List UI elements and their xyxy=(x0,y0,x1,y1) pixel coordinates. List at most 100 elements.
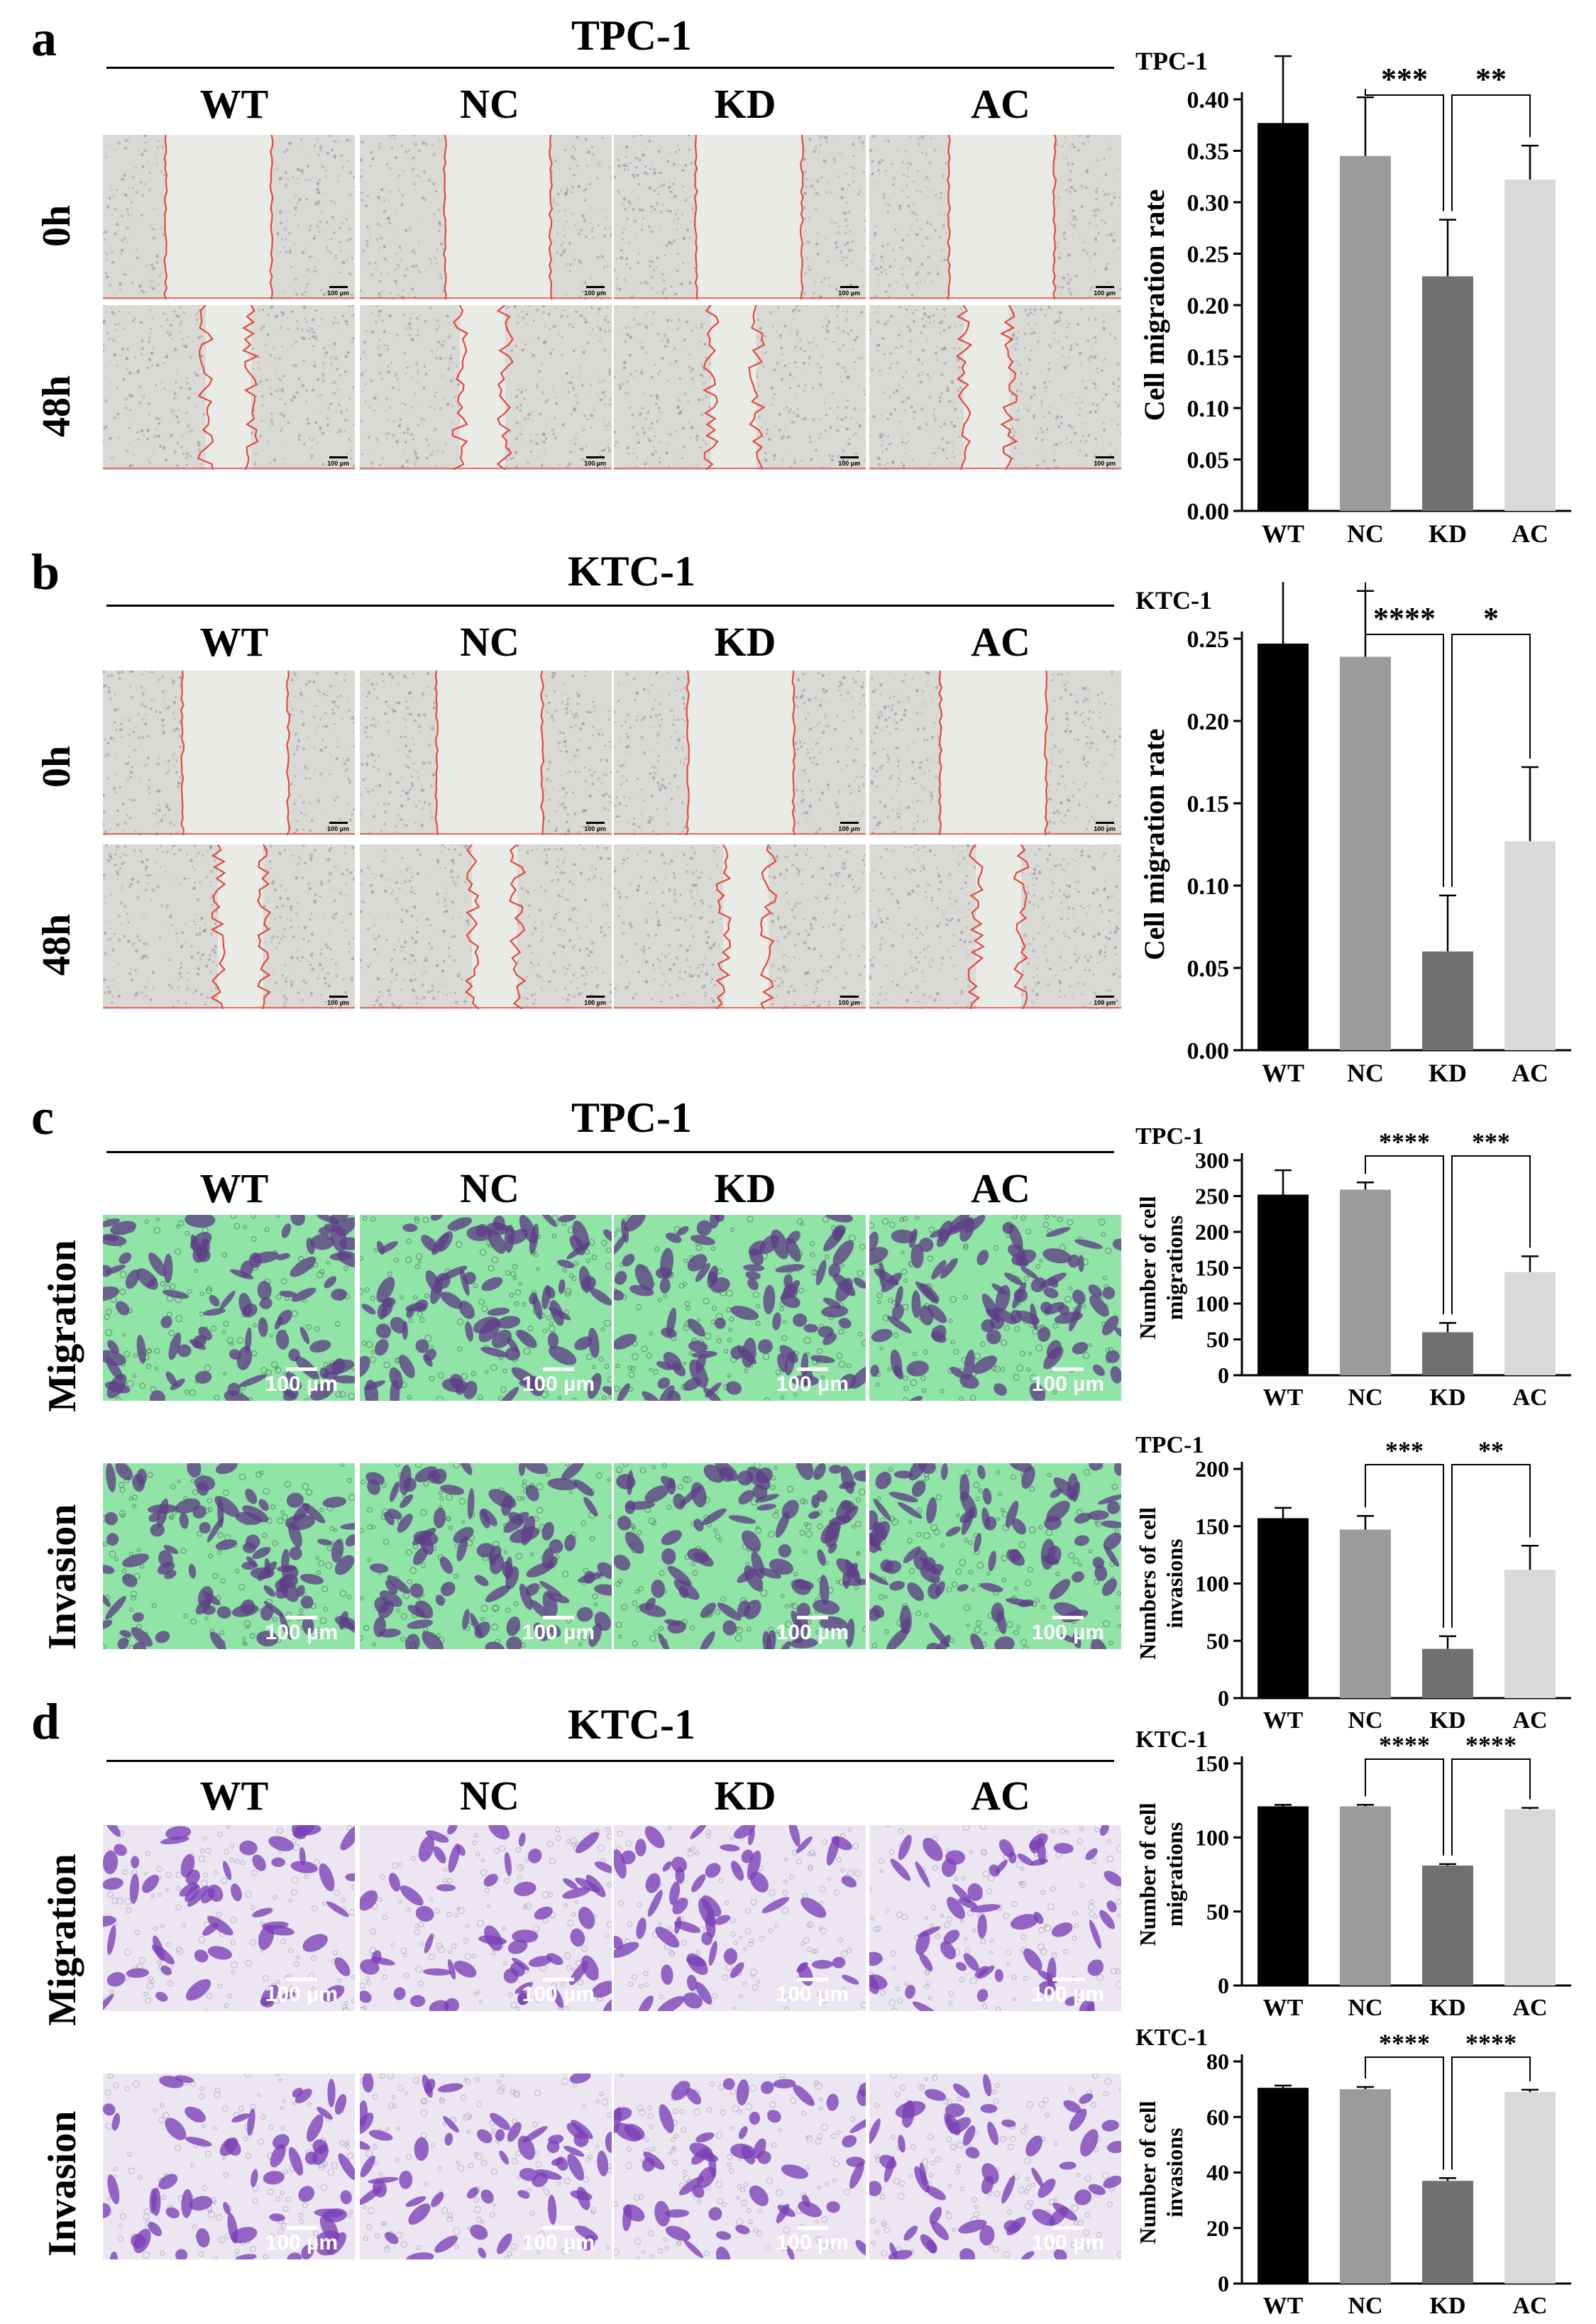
panel-a-col-wt: WT xyxy=(106,84,362,125)
d-invasion-ac-image: 100 µm xyxy=(869,2074,1121,2259)
b-48h-nc-image: 100 µm xyxy=(360,844,612,1009)
chart-d2-ylabel: Number of cell xyxy=(1135,2100,1160,2244)
y-tick-label: 100 xyxy=(1195,1291,1229,1316)
y-tick-label: 0.20 xyxy=(1187,293,1230,319)
y-tick-label: 0.30 xyxy=(1187,190,1230,216)
d-invasion-nc-image: 100 µm xyxy=(360,2074,612,2259)
scale-bar-label: 100 µm xyxy=(522,1983,595,2007)
x-label-wt: WT xyxy=(1263,2293,1304,2319)
y-tick-label: 150 xyxy=(1195,1255,1229,1281)
x-label-nc: NC xyxy=(1348,2293,1382,2319)
panel-c-row-migration: Migration xyxy=(43,1240,82,1412)
scale-bar-label: 100 µm xyxy=(838,460,860,467)
scale-bar-label: 100 µm xyxy=(265,1372,338,1397)
panel-b-rule xyxy=(106,605,1114,607)
panel-d-col-nc: NC xyxy=(362,1775,617,1817)
panel-b-row-0h: 0h xyxy=(37,746,77,788)
significance-stars: *** xyxy=(1381,62,1428,97)
significance-stars: ** xyxy=(1475,62,1507,97)
x-label-wt: WT xyxy=(1263,1995,1304,2021)
bar-nc xyxy=(1340,1530,1391,1698)
significance-stars: **** xyxy=(1379,1128,1430,1156)
scale-bar: 100 µm xyxy=(327,456,349,467)
x-label-kd: KD xyxy=(1430,1384,1466,1411)
d-invasion-wt-image: 100 µm xyxy=(103,2074,355,2259)
y-tick-label: 100 xyxy=(1195,1825,1229,1851)
scale-bar-label: 100 µm xyxy=(1094,825,1116,832)
y-tick-label: 100 xyxy=(1195,1571,1229,1597)
panel-a-row-48h: 48h xyxy=(37,375,77,437)
scale-bar: 100 µm xyxy=(522,1367,595,1397)
b-48h-wt-image: 100 µm xyxy=(103,844,355,1009)
a-48h-ac-image: 100 µm xyxy=(869,305,1121,470)
chart-c2-ylabel: Numbers of cell xyxy=(1135,1507,1160,1660)
scale-bar: 100 µm xyxy=(1094,456,1116,467)
bar-nc xyxy=(1340,1807,1391,1986)
panel-a-col-nc: NC xyxy=(362,84,617,125)
chart-c2-ylabel: invasions xyxy=(1162,1538,1187,1628)
scale-bar: 100 µm xyxy=(584,996,606,1006)
scale-bar: 100 µm xyxy=(776,1367,849,1397)
x-label-kd: KD xyxy=(1430,1995,1466,2021)
bar-wt xyxy=(1257,644,1309,1050)
panel-c-title: TPC-1 xyxy=(525,1096,738,1139)
panel-a-title: TPC-1 xyxy=(525,14,738,57)
chart-b-title: KTC-1 xyxy=(1135,586,1212,615)
scale-bar: 100 µm xyxy=(265,1367,338,1397)
x-label-ac: AC xyxy=(1512,2293,1547,2319)
chart-a-ylabel: Cell migration rate xyxy=(1138,189,1170,422)
d-migration-wt-image: 100 µm xyxy=(103,1825,355,2011)
y-tick-label: 40 xyxy=(1206,2160,1229,2186)
scale-bar: 100 µm xyxy=(1094,996,1116,1006)
scale-bar-label: 100 µm xyxy=(838,999,860,1006)
y-tick-label: 50 xyxy=(1206,1899,1229,1924)
y-tick-label: 0.25 xyxy=(1187,627,1230,653)
panel-c-col-nc: NC xyxy=(362,1168,617,1209)
scale-bar-label: 100 µm xyxy=(1032,2231,1104,2255)
scale-bar-label: 100 µm xyxy=(1094,290,1116,297)
scale-bar-label: 100 µm xyxy=(265,2231,338,2255)
scale-bar-label: 100 µm xyxy=(1032,1621,1104,1645)
bar-kd xyxy=(1422,952,1473,1050)
c-migration-kd-image: 100 µm xyxy=(614,1215,866,1401)
panel-b-col-nc: NC xyxy=(362,622,617,663)
panel-c-row-invasion: Invasion xyxy=(43,1504,82,1650)
x-label-ac: AC xyxy=(1512,1059,1548,1087)
bar-ac xyxy=(1504,1570,1556,1698)
chart-d2-ylabel: invasions xyxy=(1162,2127,1187,2217)
x-label-kd: KD xyxy=(1429,519,1467,548)
scale-bar: 100 µm xyxy=(1094,822,1116,832)
d-migration-ac-image: 100 µm xyxy=(869,1825,1121,2011)
a-0h-ac-image: 100 µm xyxy=(869,135,1121,299)
panel-d-label: d xyxy=(31,1696,60,1747)
scale-bar-label: 100 µm xyxy=(327,290,349,297)
scale-bar-label: 100 µm xyxy=(776,1372,849,1397)
significance-stars: **** xyxy=(1465,2029,1517,2057)
scale-bar-label: 100 µm xyxy=(838,825,860,832)
bar-wt xyxy=(1257,1518,1309,1698)
y-tick-label: 0 xyxy=(1218,1362,1229,1388)
scale-bar-label: 100 µm xyxy=(776,1983,849,2007)
y-tick-label: 200 xyxy=(1195,1219,1229,1245)
y-tick-label: 0.25 xyxy=(1187,241,1230,268)
y-tick-label: 200 xyxy=(1195,1456,1229,1482)
scale-bar-label: 100 µm xyxy=(584,825,606,832)
c-migration-ac-image: 100 µm xyxy=(869,1215,1121,1401)
scale-bar-label: 100 µm xyxy=(522,1372,595,1397)
bar-nc xyxy=(1340,2089,1391,2284)
y-tick-label: 50 xyxy=(1206,1628,1229,1653)
scale-bar: 100 µm xyxy=(1032,1616,1104,1645)
scale-bar: 100 µm xyxy=(265,2226,338,2255)
x-label-nc: NC xyxy=(1347,1059,1384,1087)
y-tick-label: 0.05 xyxy=(1187,447,1230,473)
scale-bar: 100 µm xyxy=(265,1616,338,1645)
scale-bar-label: 100 µm xyxy=(776,2231,849,2255)
b-0h-ac-image: 100 µm xyxy=(869,671,1121,835)
y-tick-label: 150 xyxy=(1195,1751,1229,1776)
